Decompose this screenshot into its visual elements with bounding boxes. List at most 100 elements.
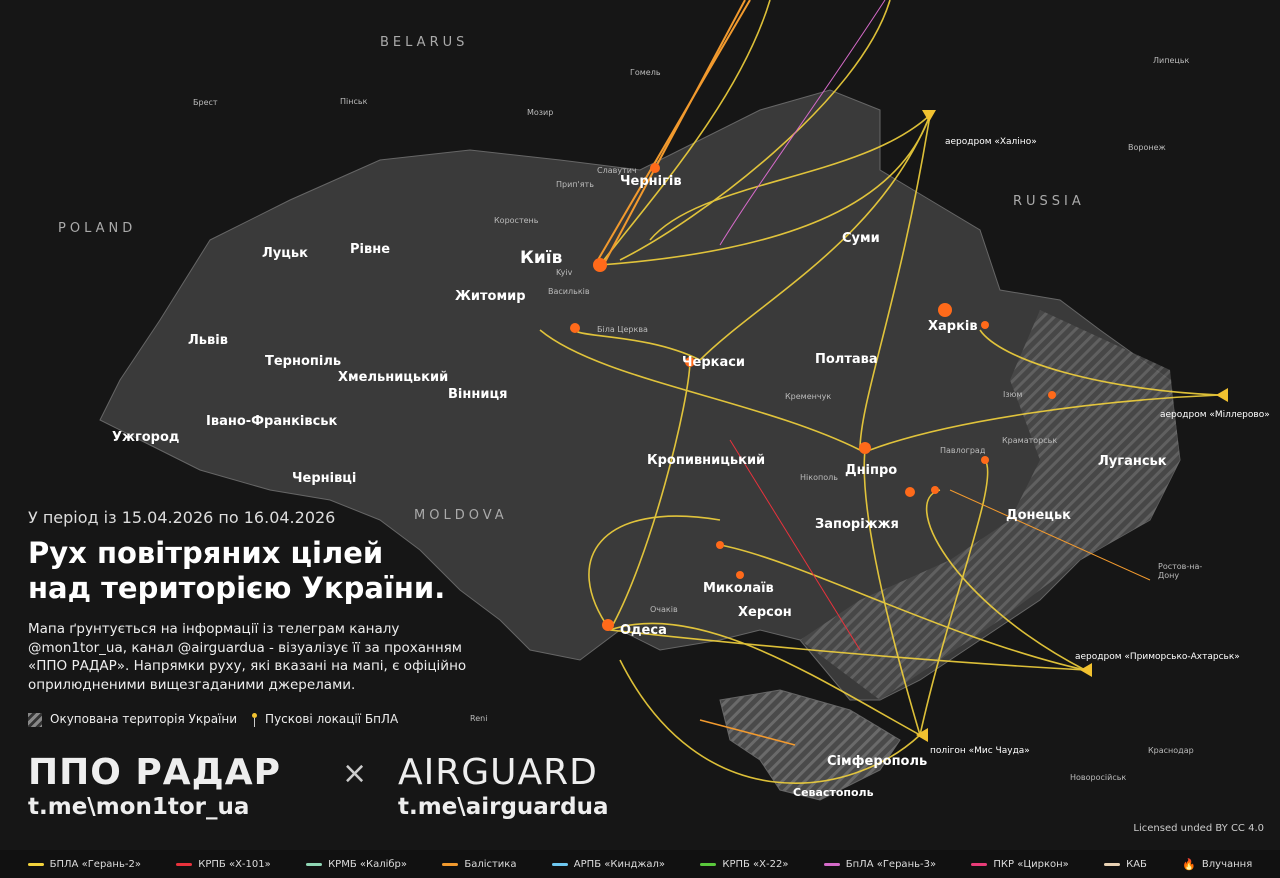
legend-label: Окупована територія України bbox=[50, 712, 238, 726]
legend-label: Пускові локації БпЛА bbox=[265, 712, 399, 726]
city-label: Рівне bbox=[350, 242, 391, 257]
title-line: Рух повітряних цілей bbox=[28, 536, 384, 570]
country-label: RUSSIA bbox=[1013, 194, 1085, 209]
place-label: Кременчук bbox=[785, 392, 832, 401]
city-label: Одеса bbox=[620, 623, 667, 638]
legend-item: КРПБ «Х-22» bbox=[700, 859, 788, 870]
place-label: Kyiv bbox=[556, 268, 573, 277]
line-swatch-icon bbox=[176, 862, 193, 866]
place-label: Павлоград bbox=[940, 446, 986, 455]
city-label: Миколаїв bbox=[703, 581, 774, 596]
place-label: Reni bbox=[470, 714, 488, 723]
city-label: Херсон bbox=[738, 605, 792, 620]
airguard-link[interactable]: t.me\airguardua bbox=[398, 794, 609, 820]
city-label: Черкаси bbox=[682, 355, 746, 370]
place-label: Славутич bbox=[597, 166, 637, 175]
launch-site-label: аеродром «Приморсько-Ахтарськ» bbox=[1075, 652, 1240, 662]
place-label: Прип'ять bbox=[556, 180, 594, 189]
city-label: Вінниця bbox=[448, 387, 508, 402]
place-label: Ростов-на-Дону bbox=[1158, 562, 1203, 580]
license-text: Licensed unded BY CC 4.0 bbox=[1133, 823, 1264, 834]
legend-label: ПКР «Циркон» bbox=[993, 858, 1069, 870]
city-label: Дніпро bbox=[845, 463, 898, 478]
legend-item: КАБ bbox=[1104, 859, 1147, 870]
legend-label: АРПБ «Кинджал» bbox=[573, 858, 666, 870]
hatch-icon bbox=[28, 712, 42, 727]
place-label: Брест bbox=[193, 98, 218, 107]
line-swatch-icon bbox=[551, 862, 568, 866]
city-label: Севастополь bbox=[793, 786, 874, 799]
city-label: Луцьк bbox=[262, 246, 308, 261]
line-swatch-icon bbox=[1104, 862, 1121, 866]
line-swatch-icon bbox=[971, 862, 988, 866]
launch-site-label: полігон «Мис Чауда» bbox=[930, 746, 1030, 756]
pin-icon bbox=[251, 712, 258, 727]
place-label: Краснодар bbox=[1148, 746, 1194, 755]
legend-label: Влучання bbox=[1201, 858, 1253, 870]
legend-item: ПКР «Циркон» bbox=[971, 858, 1069, 870]
place-label: Новоросійськ bbox=[1070, 773, 1127, 782]
city-label: Сімферополь bbox=[827, 754, 928, 769]
legend-label: КРМБ «Калібр» bbox=[328, 858, 408, 870]
occupied-east bbox=[800, 310, 1180, 700]
city-label: Львів bbox=[188, 333, 228, 348]
country-label: MOLDOVA bbox=[414, 508, 508, 523]
city-label: Запоріжжя bbox=[815, 517, 899, 532]
ppo-link[interactable]: t.me\mon1tor_ua bbox=[28, 794, 250, 820]
place-label: Васильків bbox=[548, 287, 590, 296]
legend-item: 🔥 Влучання bbox=[1182, 858, 1252, 871]
ukraine-territory bbox=[99, 89, 1181, 701]
line-swatch-icon bbox=[27, 862, 44, 866]
city-label: Кропивницький bbox=[647, 453, 766, 468]
legend-item: Балістика bbox=[442, 859, 516, 870]
launch-site-label: аеродром «Міллерово» bbox=[1160, 410, 1270, 420]
place-label: Липецьк bbox=[1153, 56, 1190, 65]
city-label: Донецьк bbox=[1006, 508, 1071, 523]
legend-label: КРПБ «Х-22» bbox=[722, 858, 789, 870]
legend-label: Балістика bbox=[464, 858, 517, 870]
launch-legend: Пускові локації БпЛА bbox=[251, 712, 398, 727]
city-label: Суми bbox=[842, 231, 880, 246]
place-label: Мозир bbox=[527, 108, 554, 117]
city-label: Полтава bbox=[815, 352, 878, 367]
place-label: Краматорськ bbox=[1002, 436, 1058, 445]
period-text: У період із 15.04.2026 по 16.04.2026 bbox=[28, 508, 336, 527]
place-label: Гомель bbox=[630, 68, 661, 77]
legend-label: БПЛА «Герань-2» bbox=[49, 858, 141, 870]
legend-item: БпЛА «Герань-3» bbox=[823, 858, 937, 870]
city-label: Хмельницький bbox=[338, 370, 449, 385]
country-label: BELARUS bbox=[380, 35, 469, 50]
legend-item: БПЛА «Герань-2» bbox=[27, 858, 141, 870]
legend-label: БпЛА «Герань-3» bbox=[845, 858, 937, 870]
country-label: POLAND bbox=[58, 221, 137, 236]
place-label: Біла Церква bbox=[597, 325, 648, 334]
explosion-icon: 🔥 bbox=[1182, 857, 1196, 871]
airguard-logo: AIRGUARD bbox=[398, 752, 598, 793]
legend-item: АРПБ «Кинджал» bbox=[551, 858, 666, 870]
city-label: Харків bbox=[928, 319, 978, 334]
city-label: Ужгород bbox=[112, 430, 180, 445]
line-swatch-icon bbox=[700, 862, 717, 866]
description: Мапа ґрунтується на інформації із телегр… bbox=[28, 621, 467, 693]
collab-x: × bbox=[342, 756, 368, 791]
city-label: Чернівці bbox=[292, 471, 357, 486]
line-swatch-icon bbox=[306, 862, 323, 866]
impact-markers bbox=[570, 163, 1056, 631]
line-swatch-icon bbox=[442, 862, 459, 866]
occupied-legend: Окупована територія України bbox=[28, 712, 237, 727]
legend-label: КАБ bbox=[1126, 858, 1147, 870]
weapon-legend: БПЛА «Герань-2» КРПБ «Х-101» КРМБ «Калібр»… bbox=[0, 850, 1280, 878]
city-label: Івано-Франківськ bbox=[206, 414, 338, 429]
line-swatch-icon bbox=[823, 862, 840, 866]
map-legend: Окупована територія України Пускові лока… bbox=[28, 712, 398, 727]
city-label: Луганськ bbox=[1098, 454, 1167, 469]
crimea bbox=[719, 689, 901, 801]
page-title: Рух повітряних цілей над територією Укра… bbox=[28, 536, 445, 606]
place-label: Очаків bbox=[650, 605, 678, 614]
legend-item: КРМБ «Калібр» bbox=[306, 859, 407, 870]
legend-label: КРПБ «Х-101» bbox=[198, 858, 271, 870]
place-label: Пінськ bbox=[340, 97, 368, 106]
launch-site-markers bbox=[916, 110, 1228, 742]
launch-site-label: аеродром «Халіно» bbox=[945, 137, 1037, 147]
